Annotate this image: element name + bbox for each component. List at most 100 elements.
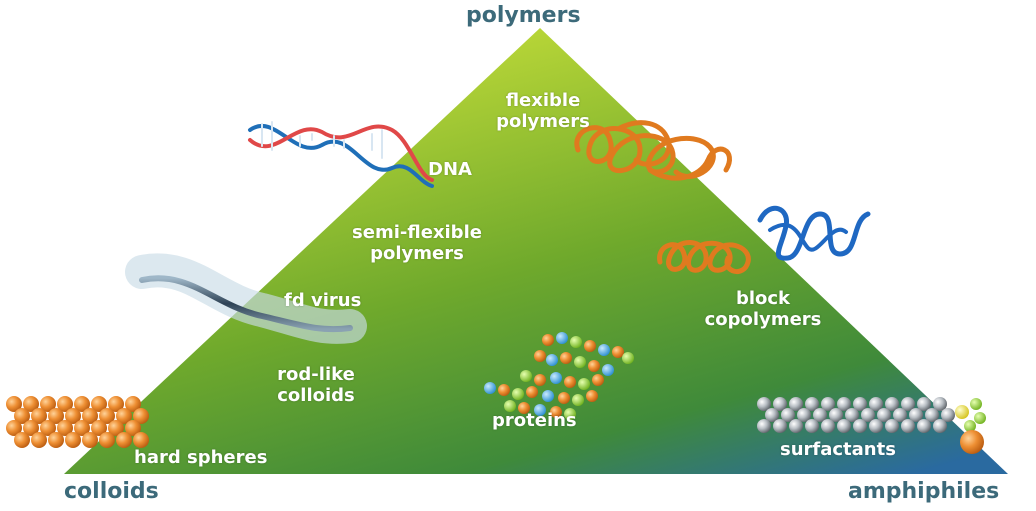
protein-bead bbox=[560, 352, 572, 364]
protein-bead bbox=[534, 374, 546, 386]
protein-bead bbox=[484, 382, 496, 394]
hard-sphere bbox=[65, 408, 81, 424]
surfactant-head bbox=[974, 412, 986, 424]
label-hard-spheres: hard spheres bbox=[134, 447, 268, 468]
hard-sphere bbox=[74, 420, 90, 436]
surfactant-head bbox=[861, 408, 875, 422]
hard-sphere bbox=[74, 396, 90, 412]
surfactant-head bbox=[821, 419, 835, 433]
surfactant-head bbox=[869, 419, 883, 433]
fd-virus-rod-icon bbox=[125, 253, 367, 344]
hard-sphere bbox=[133, 408, 149, 424]
surfactant-head bbox=[773, 397, 787, 411]
protein-bead bbox=[542, 334, 554, 346]
corner-label-colloids: colloids bbox=[64, 479, 159, 504]
surfactant-head bbox=[917, 397, 931, 411]
label-dna: DNA bbox=[428, 159, 472, 180]
hard-spheres-icon bbox=[6, 396, 149, 448]
protein-bead bbox=[592, 374, 604, 386]
surfactant-head bbox=[781, 408, 795, 422]
label-semi-flexible-polymers: semi-flexible polymers bbox=[352, 222, 482, 264]
protein-bead bbox=[534, 350, 546, 362]
surfactant-head bbox=[941, 408, 955, 422]
protein-bead bbox=[574, 356, 586, 368]
protein-bead bbox=[570, 336, 582, 348]
hard-sphere bbox=[6, 420, 22, 436]
hard-sphere bbox=[31, 408, 47, 424]
hard-sphere bbox=[91, 396, 107, 412]
protein-bead bbox=[504, 400, 516, 412]
hard-sphere bbox=[31, 432, 47, 448]
surfactant-head bbox=[917, 419, 931, 433]
label-surfactants: surfactants bbox=[780, 439, 896, 460]
surfactant-head bbox=[765, 408, 779, 422]
hard-sphere bbox=[108, 396, 124, 412]
protein-bead bbox=[542, 390, 554, 402]
hard-sphere bbox=[82, 408, 98, 424]
corner-label-amphiphiles: amphiphiles bbox=[848, 479, 1000, 504]
protein-bead bbox=[598, 344, 610, 356]
hard-sphere bbox=[82, 432, 98, 448]
surfactant-head bbox=[970, 398, 982, 410]
surfactant-head bbox=[925, 408, 939, 422]
protein-bead bbox=[518, 402, 530, 414]
hard-sphere bbox=[14, 432, 30, 448]
hard-sphere bbox=[6, 396, 22, 412]
surfactant-head bbox=[869, 397, 883, 411]
surfactant-head bbox=[805, 419, 819, 433]
surfactant-head bbox=[773, 419, 787, 433]
protein-bead bbox=[588, 360, 600, 372]
corner-label-polymers: polymers bbox=[466, 3, 581, 28]
protein-bead bbox=[584, 340, 596, 352]
hard-sphere bbox=[57, 420, 73, 436]
surfactant-head bbox=[757, 419, 771, 433]
protein-bead bbox=[572, 394, 584, 406]
label-proteins: proteins bbox=[492, 410, 577, 431]
hard-sphere bbox=[99, 432, 115, 448]
hard-sphere bbox=[65, 432, 81, 448]
hard-sphere bbox=[23, 420, 39, 436]
protein-bead bbox=[550, 372, 562, 384]
hard-sphere bbox=[116, 408, 132, 424]
surfactant-head bbox=[845, 408, 859, 422]
hard-sphere bbox=[91, 420, 107, 436]
hard-sphere bbox=[57, 396, 73, 412]
surfactant-head bbox=[813, 408, 827, 422]
surfactant-head bbox=[789, 419, 803, 433]
surfactant-head bbox=[797, 408, 811, 422]
surfactant-head bbox=[821, 397, 835, 411]
surfactant-head bbox=[789, 397, 803, 411]
surfactant-head bbox=[837, 397, 851, 411]
hard-sphere bbox=[48, 408, 64, 424]
protein-bead bbox=[622, 352, 634, 364]
protein-bead bbox=[498, 384, 510, 396]
surfactant-head bbox=[901, 419, 915, 433]
hard-sphere bbox=[40, 396, 56, 412]
hard-sphere bbox=[125, 420, 141, 436]
surfactant-head bbox=[933, 419, 947, 433]
protein-bead bbox=[512, 388, 524, 400]
surfactant-head bbox=[901, 397, 915, 411]
surfactant-head bbox=[837, 419, 851, 433]
surfactant-head bbox=[909, 408, 923, 422]
surfactant-head bbox=[853, 397, 867, 411]
protein-bead bbox=[564, 408, 576, 420]
label-rod-like-colloids: rod-like colloids bbox=[277, 364, 355, 406]
triangle-background bbox=[64, 28, 1008, 474]
surfactant-head bbox=[885, 419, 899, 433]
hard-sphere bbox=[108, 420, 124, 436]
hard-sphere bbox=[23, 396, 39, 412]
protein-beads-icon bbox=[484, 332, 634, 420]
hard-sphere bbox=[14, 408, 30, 424]
hard-sphere bbox=[99, 408, 115, 424]
dna-helix-icon bbox=[248, 121, 434, 188]
surfactant-head bbox=[955, 405, 969, 419]
protein-bead bbox=[612, 346, 624, 358]
surfactant-head bbox=[805, 397, 819, 411]
surfactant-droplet bbox=[960, 430, 984, 454]
hard-sphere bbox=[48, 432, 64, 448]
surfactant-head bbox=[893, 408, 907, 422]
surfactant-head bbox=[964, 420, 976, 432]
protein-bead bbox=[602, 364, 614, 376]
